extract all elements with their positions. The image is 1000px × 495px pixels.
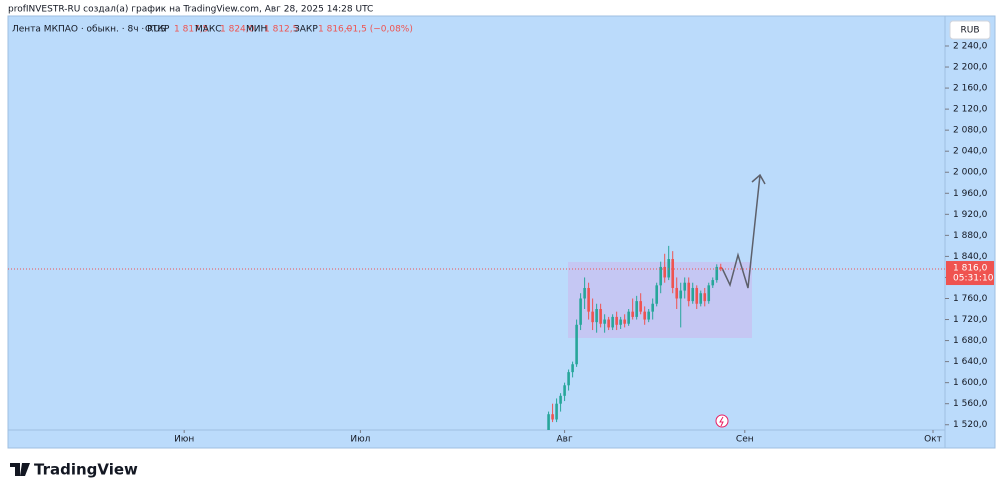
x-tick-label: Июн: [174, 435, 194, 445]
candle-body: [575, 324, 578, 365]
candle-body: [655, 285, 658, 304]
currency: RUB: [960, 26, 979, 36]
candle-body: [547, 414, 550, 430]
y-tick-label: 1 600,0: [953, 378, 988, 388]
y-tick-label: 2 160,0: [953, 84, 988, 94]
candle-body: [715, 266, 719, 281]
y-tick-label: 2 080,0: [953, 126, 988, 136]
legend-low-label: МИН: [246, 25, 267, 35]
arrow-head: [751, 173, 766, 185]
candle-body: [719, 266, 723, 270]
candle-body: [611, 316, 614, 328]
x-tick-label: Окт: [924, 435, 942, 445]
candle-body: [699, 293, 703, 304]
candle-body: [619, 319, 622, 325]
legend-change: −1,5 (−0,08%): [345, 25, 413, 35]
event-bolt: [719, 416, 724, 427]
candle-body: [603, 319, 606, 324]
y-tick-label: 2 240,0: [953, 41, 988, 51]
legend-low: 1 812,5: [264, 25, 298, 35]
y-tick-label: 2 200,0: [953, 63, 988, 73]
legend-open: 1 817,5: [174, 25, 208, 35]
legend-close-label: ЗАКР: [294, 25, 318, 35]
y-tick-label: 2 040,0: [953, 147, 988, 157]
candle-body: [551, 414, 554, 420]
candle-body: [687, 282, 691, 302]
candle-body: [679, 290, 683, 299]
x-tick-label: Июл: [350, 435, 370, 445]
brand: TradingView: [34, 461, 138, 479]
candle-body: [583, 287, 586, 299]
last-price-box: [946, 261, 994, 286]
candle-body: [591, 311, 594, 323]
chart-background: [7, 15, 996, 449]
countdown: 05:31:10: [953, 274, 994, 284]
legend-symbol: Лента МКПАО · обыкн. · 8ч · RUS: [12, 25, 166, 35]
event-icon[interactable]: [715, 414, 729, 428]
candle-body: [639, 301, 642, 312]
candle-body: [555, 403, 558, 420]
y-tick-label: 1 720,0: [953, 315, 988, 325]
candle-body: [623, 319, 626, 324]
brand-logo: [10, 463, 30, 476]
y-tick-label: 1 880,0: [953, 231, 988, 241]
candle-body: [711, 280, 715, 286]
candle-body: [587, 287, 590, 312]
candle-body: [631, 311, 634, 317]
y-tick-label: 1 840,0: [953, 252, 988, 262]
x-tick-label: Авг: [556, 435, 572, 445]
legend-close: 1 816,0: [318, 25, 353, 35]
candle-body: [615, 316, 618, 325]
candle-body: [671, 259, 675, 288]
y-tick-label: 1 760,0: [953, 294, 988, 304]
candle-body: [703, 293, 707, 302]
last-price-label: 1 816,0: [953, 264, 988, 274]
legend-open-label: ОТКР: [145, 25, 170, 35]
candle-body: [695, 287, 699, 304]
candle-body: [683, 282, 687, 291]
y-tick-label: 1 640,0: [953, 357, 988, 367]
candle-body: [667, 259, 671, 278]
y-tick-label: 1 920,0: [953, 210, 988, 220]
candle-body: [659, 266, 662, 286]
candle-body: [647, 311, 650, 320]
candle-body: [643, 311, 646, 320]
candle-body: [595, 309, 598, 323]
y-tick-label: 2 000,0: [953, 168, 988, 178]
candle-body: [627, 311, 630, 324]
legend-high-label: МАКС: [195, 25, 222, 35]
candle-body: [663, 266, 667, 278]
candle-body: [675, 287, 679, 299]
candle-body: [571, 364, 574, 373]
candle-body: [563, 385, 566, 396]
candle-body: [707, 285, 711, 302]
candle-body: [579, 298, 582, 325]
projection-arrow: [721, 174, 761, 289]
caption: profINVESTR-RU создал(а) график на Tradi…: [8, 5, 373, 15]
legend-high: 1 824,0: [220, 25, 255, 35]
candle-body: [559, 395, 562, 404]
candle-body: [635, 301, 638, 317]
x-tick-label: Сен: [736, 435, 754, 445]
candle-body: [651, 303, 654, 312]
y-tick-label: 1 680,0: [953, 336, 988, 346]
y-tick-label: 1 560,0: [953, 399, 988, 409]
y-tick-label: 1 960,0: [953, 189, 988, 199]
y-tick-label: 2 120,0: [953, 105, 988, 115]
candle-body: [599, 309, 602, 324]
currency-button[interactable]: [949, 20, 991, 40]
candle-body: [607, 319, 610, 328]
y-tick-label: 1 520,0: [953, 420, 988, 430]
candle-body: [691, 287, 695, 302]
candle-body: [567, 372, 570, 386]
